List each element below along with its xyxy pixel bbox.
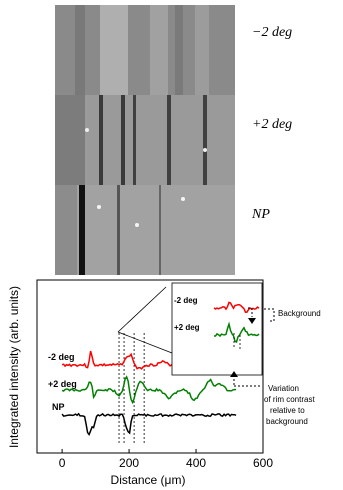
annotation-background: Background xyxy=(278,309,321,318)
panel-label-minus-2-deg: −2 deg xyxy=(252,25,293,40)
micrograph-minus-2-deg xyxy=(55,5,235,95)
x-tick-label: 200 xyxy=(119,456,139,470)
x-tick-label: 0 xyxy=(59,456,66,470)
variation-up-arrow xyxy=(230,371,238,377)
inset-down-arrow xyxy=(248,318,256,324)
annotation-variation-3: relative to xyxy=(270,406,305,415)
background-leader xyxy=(264,308,275,322)
x-tick-label: 600 xyxy=(253,456,273,470)
plot-frame xyxy=(36,279,264,454)
panel-label-plus-2-deg: +2 deg xyxy=(252,117,293,132)
annotation-variation-4: background xyxy=(266,417,308,426)
annotation-variation-1: Variation xyxy=(268,384,299,393)
series-label-plus-2-deg: +2 deg xyxy=(48,379,77,389)
panel-label-np: NP xyxy=(252,207,270,222)
series-line-np xyxy=(61,412,237,436)
inset-bracket xyxy=(248,307,253,317)
micrograph-np xyxy=(55,185,235,275)
series-label-minus-2-deg: -2 deg xyxy=(48,352,75,362)
inset-label-plus-2-deg: +2 deg xyxy=(174,323,200,332)
inset-frame xyxy=(171,282,263,376)
x-axis-label: Distance (μm) xyxy=(111,473,186,487)
zoom-line-top xyxy=(117,286,167,333)
inset-label-minus-2-deg: -2 deg xyxy=(174,296,198,305)
annotation-variation-2: of rim contrast xyxy=(264,395,315,404)
zoom-line-bottom xyxy=(117,331,173,354)
micrograph-plus-2-deg xyxy=(55,95,235,185)
series-line-plus-2-deg xyxy=(61,375,237,405)
intensity-chart: 0 200 400 600 Integrated intensity (arb. un… xyxy=(7,279,321,487)
y-axis-label: Integrated intensity (arb. units) xyxy=(7,286,21,448)
series-label-np: NP xyxy=(52,402,65,412)
x-tick-label: 400 xyxy=(186,456,206,470)
inset-line-plus-2-deg xyxy=(214,321,260,344)
inset: -2 deg +2 deg xyxy=(171,282,263,376)
